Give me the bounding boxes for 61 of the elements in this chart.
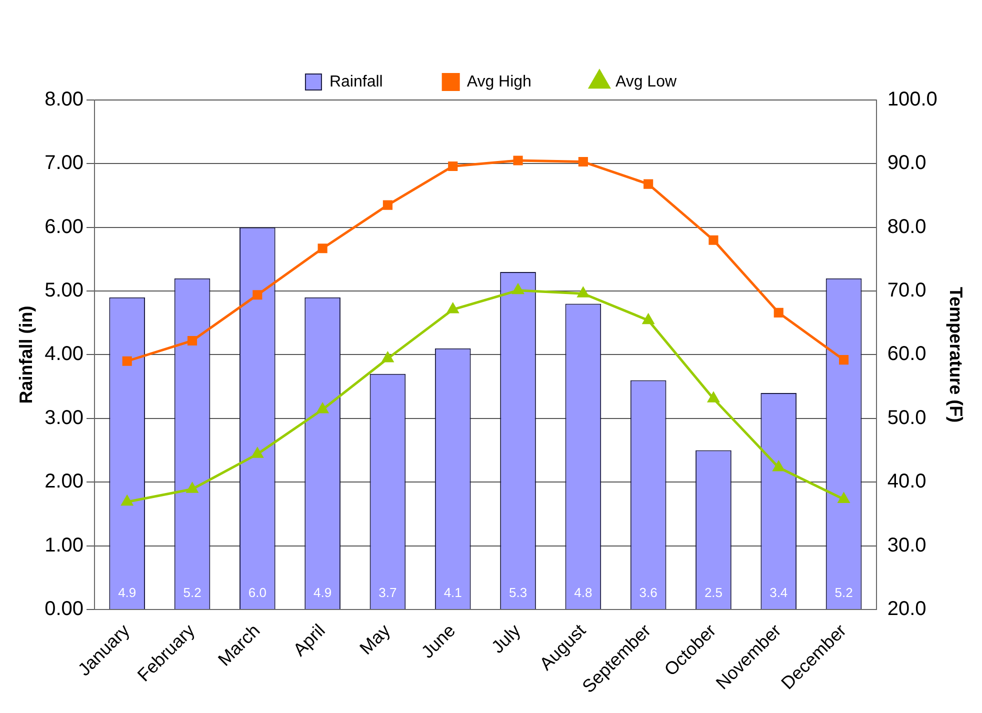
point [122,356,132,366]
y2-axis-title: Temperature (F) [946,286,966,423]
point [448,161,458,172]
y2-tick-label: 40.0 [887,470,926,493]
x-tick-label: May [356,620,394,658]
data-label: 6.0 [248,585,266,600]
y2-tick-label: 60.0 [887,343,926,366]
point [838,493,850,504]
data-label: 3.6 [639,585,658,600]
data-label: 5.2 [183,585,202,600]
point [122,496,133,506]
data-label: 5.2 [834,585,853,600]
data-label: 5.3 [508,585,528,600]
data-label: 2.5 [704,585,723,600]
y2-tick-label: 50.0 [887,406,926,429]
y-tick-label: 1.00 [44,534,84,556]
data-label: 4.8 [574,585,592,600]
point [774,308,784,318]
point [187,336,198,346]
point [316,403,328,414]
x-tick-label: July [488,620,524,658]
point [838,355,849,365]
y-tick-label: 6.00 [44,216,84,238]
point [318,244,328,254]
point [447,303,458,314]
y-tick-label: 4.00 [44,343,84,366]
y2-tick-label: 100.0 [887,88,938,111]
data-label: 3.4 [770,585,788,600]
y2-tick-label: 80.0 [887,216,926,238]
data-label: 4.9 [118,585,136,600]
point [578,287,589,298]
point [513,156,523,166]
point [708,392,720,402]
point [382,352,394,362]
point [773,461,784,472]
y-axis-title: Rainfall (in) [16,306,36,404]
point [252,448,263,458]
y2-tick-label: 20.0 [887,598,926,620]
y2-tick-label: 90.0 [887,152,926,174]
y-tick-label: 8.00 [44,88,84,111]
point [512,284,524,294]
point [578,156,588,167]
point [252,290,262,300]
data-label: 4.9 [314,585,332,600]
y-tick-label: 0.00 [44,598,84,620]
y-tick-label: 5.00 [44,280,84,302]
data-label: 3.7 [378,585,397,600]
point [186,482,198,493]
legend-label: Rainfall [329,73,383,90]
legend-label: Avg High [466,73,532,90]
point [382,200,392,210]
y-tick-label: 3.00 [44,406,84,429]
y2-tick-label: 30.0 [887,534,926,556]
point [644,179,654,189]
y-tick-label: 2.00 [44,470,84,493]
point [708,235,718,245]
y2-tick-label: 70.0 [887,280,926,302]
data-label: 4.1 [444,585,462,600]
point [642,314,654,324]
y-tick-label: 7.00 [44,152,84,174]
legend-label: Avg Low [615,73,677,90]
